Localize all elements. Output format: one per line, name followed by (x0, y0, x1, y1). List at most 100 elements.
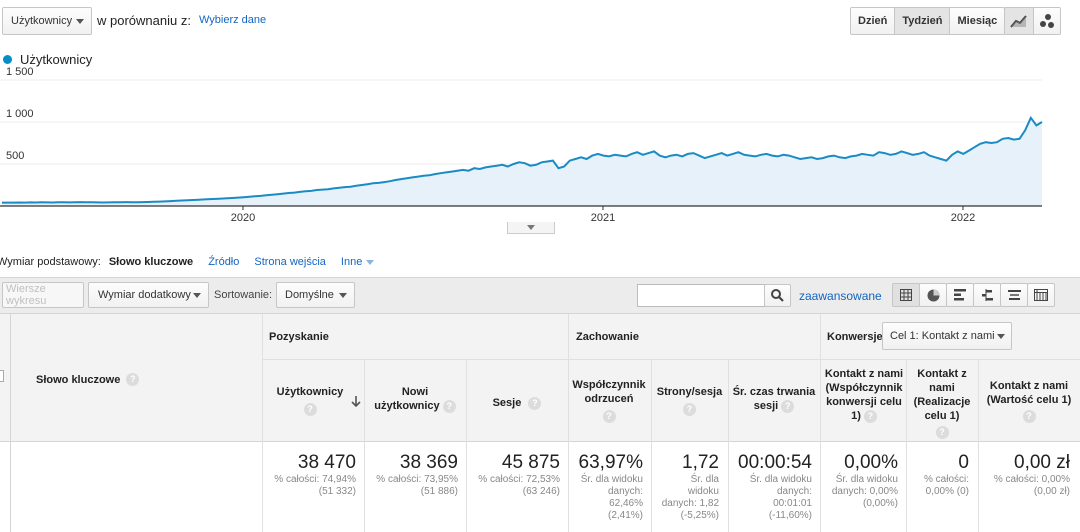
total-bounce-sub: Śr. dla widoku danych: 62,46% (2,41%) (580, 474, 643, 521)
help-icon[interactable]: ? (781, 399, 795, 413)
header-avg-duration[interactable]: Śr. czas trwania sesji ? (731, 385, 817, 413)
search-button[interactable] (764, 284, 791, 307)
table-search-input[interactable] (637, 284, 765, 307)
column-divider (820, 314, 821, 532)
term-cloud-view-button[interactable] (1000, 283, 1028, 307)
header-new-users[interactable]: Nowi użytkownicy ? (368, 385, 462, 413)
chevron-down-icon (76, 19, 84, 24)
plot-rows-button[interactable]: Wiersze wykresu (2, 282, 84, 308)
dimension-source[interactable]: Źródło (208, 256, 240, 268)
total-goal-value: 0,00 zł (1014, 452, 1070, 473)
help-icon[interactable]: ? (602, 410, 616, 423)
compare-label: w porównaniu z: (97, 13, 191, 28)
header-pages-session[interactable]: Strony/sesja ? (653, 385, 726, 416)
select-data-link[interactable]: Wybierz dane (199, 14, 267, 26)
x-tick-label: 2022 (951, 212, 975, 224)
column-divider (364, 360, 365, 532)
period-day-label: Dzień (858, 15, 888, 27)
help-icon[interactable]: ? (683, 403, 696, 416)
help-icon[interactable]: ? (935, 426, 949, 439)
header-goal-value[interactable]: Kontakt z nami (Wartość celu 1) ? (982, 379, 1076, 423)
help-icon[interactable]: ? (303, 403, 317, 416)
motion-chart-button[interactable] (1033, 7, 1061, 35)
comparison-view-button[interactable] (973, 283, 1001, 307)
total-new-users-sub: % całości: 73,95% (51 886) (376, 474, 458, 497)
row-checkbox[interactable] (0, 370, 4, 382)
help-icon[interactable]: ? (126, 373, 140, 386)
collapse-caret-icon (527, 225, 535, 230)
total-value-sub: % całości: 0,00% (0,00 zł) (993, 474, 1070, 497)
header-completions[interactable]: Kontakt z nami (Realizacje celu 1) ? (910, 367, 974, 439)
primary-dimension-label: Wymiar podstawowy: (0, 256, 101, 268)
metric-select[interactable]: Użytkownicy (2, 7, 92, 35)
column-divider (262, 314, 263, 532)
goal-select-value: Cel 1: Kontakt z nami (890, 330, 995, 342)
help-icon[interactable]: ? (528, 396, 542, 410)
sort-label: Sortowanie: (214, 289, 273, 301)
header-new-users-label: Nowi użytkownicy (374, 386, 440, 412)
header-pages-label: Strony/sesja (656, 386, 723, 398)
header-conv-rate[interactable]: Kontakt z nami (Współczynnik konwersji c… (824, 367, 904, 423)
table-body-row (0, 442, 1080, 532)
period-week-button[interactable]: Tydzień (894, 7, 951, 35)
table-header-bg (0, 314, 1080, 442)
legend-label: Użytkownicy (20, 52, 93, 67)
y-tick-label: 1 000 (6, 108, 34, 120)
total-bounce-rate: 63,97% (578, 452, 643, 473)
x-tick-label: 2020 (231, 212, 255, 224)
secondary-dimension-select[interactable]: Wymiar dodatkowy (88, 282, 209, 308)
column-divider (978, 360, 979, 532)
header-value-label: Kontakt z nami (Wartość celu 1) (986, 380, 1072, 406)
header-sessions[interactable]: Sesje ? (470, 396, 564, 410)
pivot-view-button[interactable] (1027, 283, 1055, 307)
period-month-button[interactable]: Miesiąc (949, 7, 1006, 35)
total-users: 38 470 (297, 452, 356, 473)
metric-select-value: Użytkownicy (11, 15, 73, 27)
dimension-landing-page[interactable]: Strona wejścia (254, 256, 326, 268)
other-chevron-down-icon (366, 259, 375, 265)
group-divider (262, 359, 1080, 360)
period-day-button[interactable]: Dzień (850, 7, 896, 35)
dimension-other[interactable]: Inne (340, 256, 363, 268)
header-duration-label: Śr. czas trwania sesji (732, 386, 816, 412)
header-users[interactable]: Użytkownicy ? (270, 385, 350, 416)
column-divider (568, 314, 569, 532)
header-users-label: Użytkownicy (276, 386, 344, 398)
total-sessions: 45 875 (501, 452, 560, 473)
sort-select[interactable]: Domyślne (276, 282, 355, 308)
y-tick-label: 1 500 (6, 66, 34, 78)
keyword-column-header[interactable]: Słowo kluczowe ? (36, 373, 140, 386)
period-week-label: Tydzień (902, 15, 943, 27)
total-completions: 0 (958, 452, 969, 473)
help-icon[interactable]: ? (863, 409, 877, 423)
bar-view-button[interactable] (946, 283, 974, 307)
column-divider (10, 314, 11, 532)
line-chart-button[interactable] (1004, 7, 1034, 35)
help-icon[interactable]: ? (1022, 410, 1036, 423)
chart-collapse-handle[interactable] (507, 222, 555, 234)
comparison-icon (981, 289, 993, 301)
pie-view-button[interactable] (919, 283, 947, 307)
x-tick-label: 2021 (591, 212, 615, 224)
group-behavior: Zachowanie (576, 331, 639, 343)
group-acquisition: Pozyskanie (269, 331, 329, 343)
total-pages-sub: Śr. dla widoku danych: 1,82 (-5,25%) (661, 474, 719, 521)
table-view-button[interactable] (892, 283, 920, 307)
total-pages-session: 1,72 (682, 452, 719, 473)
header-sessions-label: Sesje (492, 397, 522, 409)
total-completions-sub: % całości: 0,00% (0) (923, 474, 969, 497)
column-divider (906, 360, 907, 532)
goal-select[interactable]: Cel 1: Kontakt z nami (882, 322, 1012, 350)
header-bounce-label: Współczynnik odrzuceń (572, 379, 646, 405)
header-bounce-rate[interactable]: Współczynnik odrzuceń ? (570, 378, 648, 423)
total-conv-rate-sub: Śr. dla widoku danych: 0,00% (0,00%) (831, 474, 898, 509)
line-chart-icon (1010, 15, 1027, 28)
header-conv-rate-label: Kontakt z nami (Współczynnik konwersji c… (824, 368, 904, 422)
dimension-keyword: Słowo kluczowe (108, 256, 194, 268)
bar-chart-icon (953, 289, 966, 301)
chart-legend: Użytkownicy (3, 52, 92, 67)
advanced-filter-link[interactable]: zaawansowane (799, 289, 882, 303)
total-sessions-sub: % całości: 72,53% (63 246) (478, 474, 560, 497)
help-icon[interactable]: ? (442, 399, 456, 413)
series-line-users (2, 115, 1043, 204)
